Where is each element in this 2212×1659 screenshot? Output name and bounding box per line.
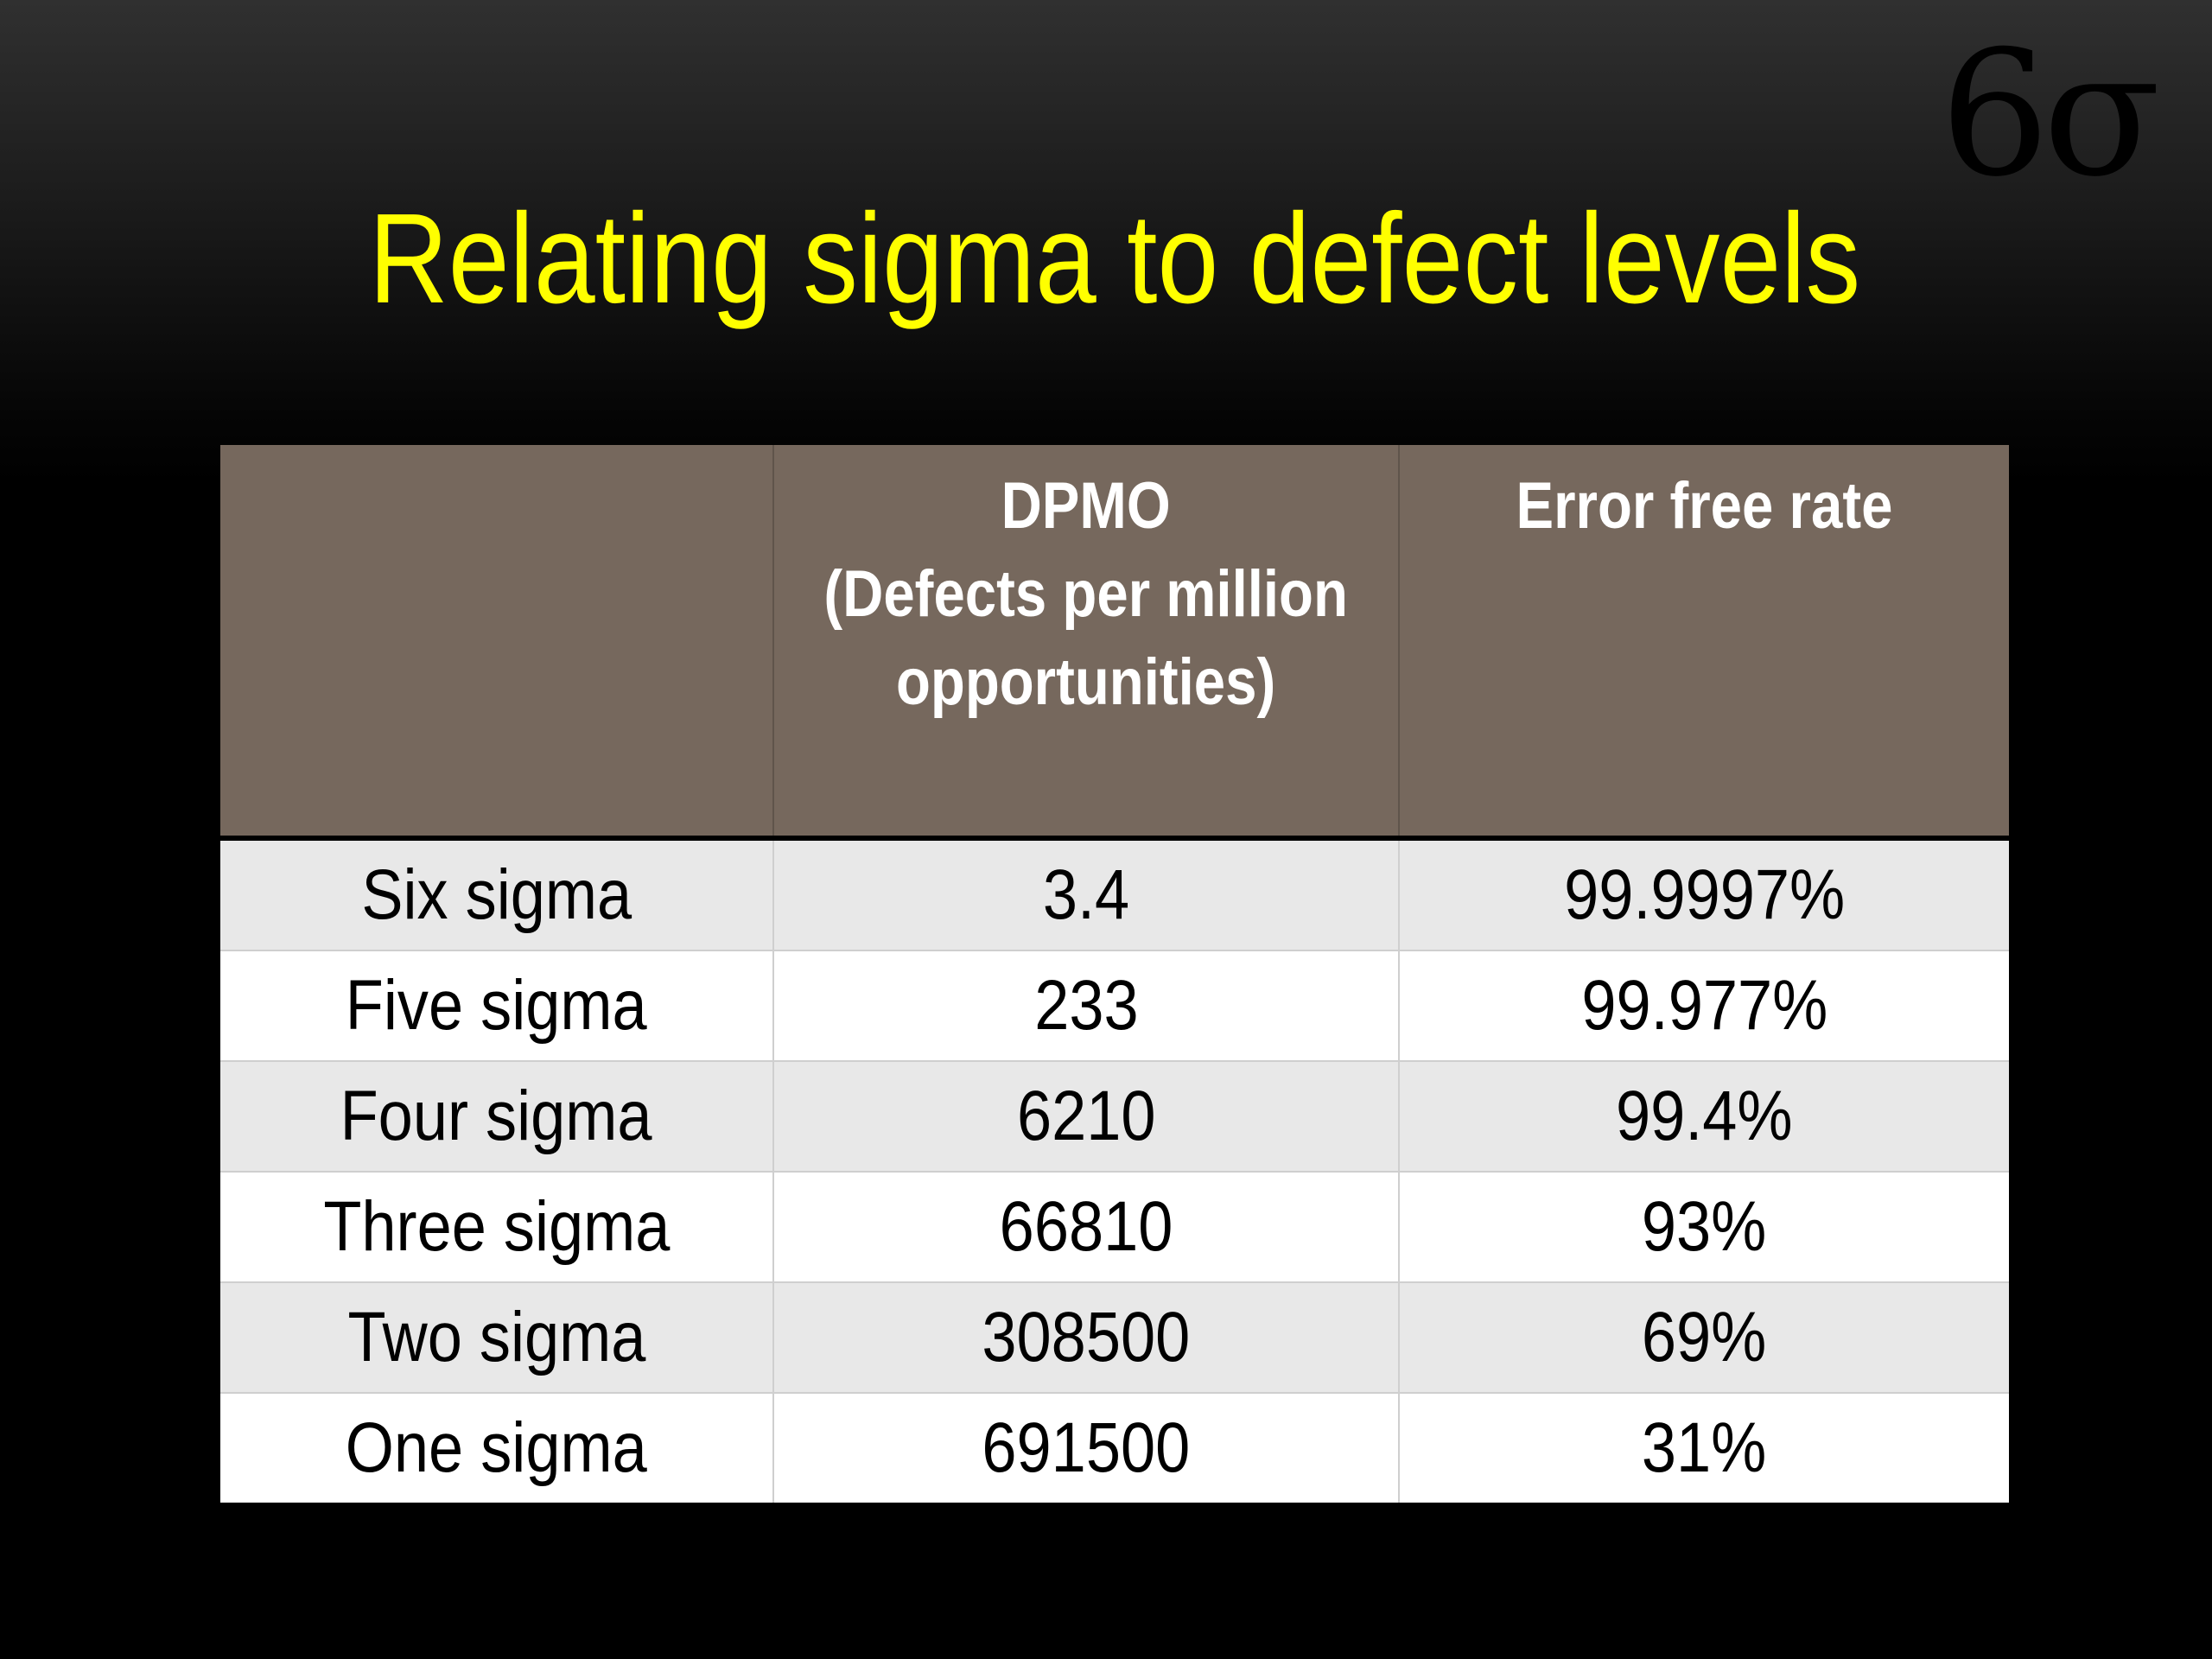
sigma-level-cell: Four sigma [220,1060,774,1172]
header-error-free-rate: Error free rate [1399,445,2009,841]
header-dpmo: DPMO (Defects per million opportunities) [773,445,1400,841]
error-free-rate-cell: 99.977% [1399,950,2009,1061]
sigma-level-cell: Two sigma [220,1281,774,1393]
table-row: One sigma 691500 31% [220,1392,2009,1503]
header-empty [220,445,774,841]
dpmo-cell: 6210 [773,1060,1400,1172]
sigma-defect-table: DPMO (Defects per million opportunities) E… [220,445,2009,1503]
sigma-level-cell: Five sigma [220,950,774,1061]
data-table: DPMO (Defects per million opportunities) E… [220,445,2009,1503]
error-free-rate-cell: 99.4% [1399,1060,2009,1172]
table-row: Six sigma 3.4 99.9997% [220,837,2009,950]
error-free-rate-cell: 31% [1399,1392,2009,1503]
table-header-row: DPMO (Defects per million opportunities) E… [220,445,2009,841]
table-row: Three sigma 66810 93% [220,1171,2009,1282]
slide-title: Relating sigma to defect levels [368,188,1861,330]
six-sigma-logo: 6σ [1940,14,2161,215]
table-row: Two sigma 308500 69% [220,1281,2009,1393]
error-free-rate-cell: 69% [1399,1281,2009,1393]
dpmo-cell: 308500 [773,1281,1400,1393]
header-dpmo-label: DPMO (Defects per million opportunities) [823,469,1349,719]
sigma-level-cell: One sigma [220,1392,774,1503]
dpmo-cell: 691500 [773,1392,1400,1503]
sigma-level-cell: Six sigma [220,837,774,950]
header-error-free-rate-label: Error free rate [1516,469,1893,543]
dpmo-cell: 233 [773,950,1400,1061]
error-free-rate-cell: 99.9997% [1399,837,2009,950]
sigma-level-cell: Three sigma [220,1171,774,1282]
table-row: Four sigma 6210 99.4% [220,1060,2009,1172]
dpmo-cell: 3.4 [773,837,1400,950]
table-row: Five sigma 233 99.977% [220,950,2009,1061]
dpmo-cell: 66810 [773,1171,1400,1282]
error-free-rate-cell: 93% [1399,1171,2009,1282]
